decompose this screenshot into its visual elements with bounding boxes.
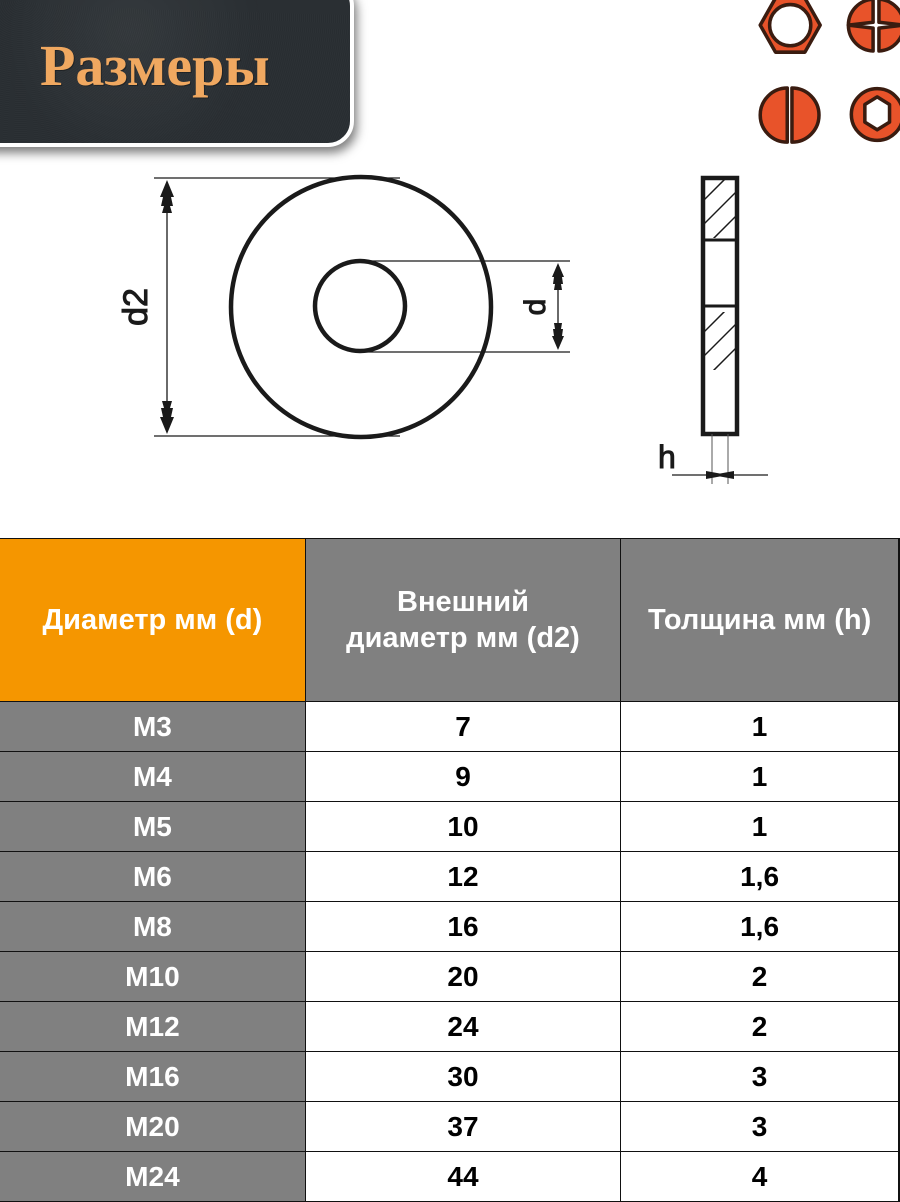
svg-text:h: h [658,439,676,475]
svg-text:d: d [519,299,552,316]
svg-text:d2: d2 [117,288,155,326]
